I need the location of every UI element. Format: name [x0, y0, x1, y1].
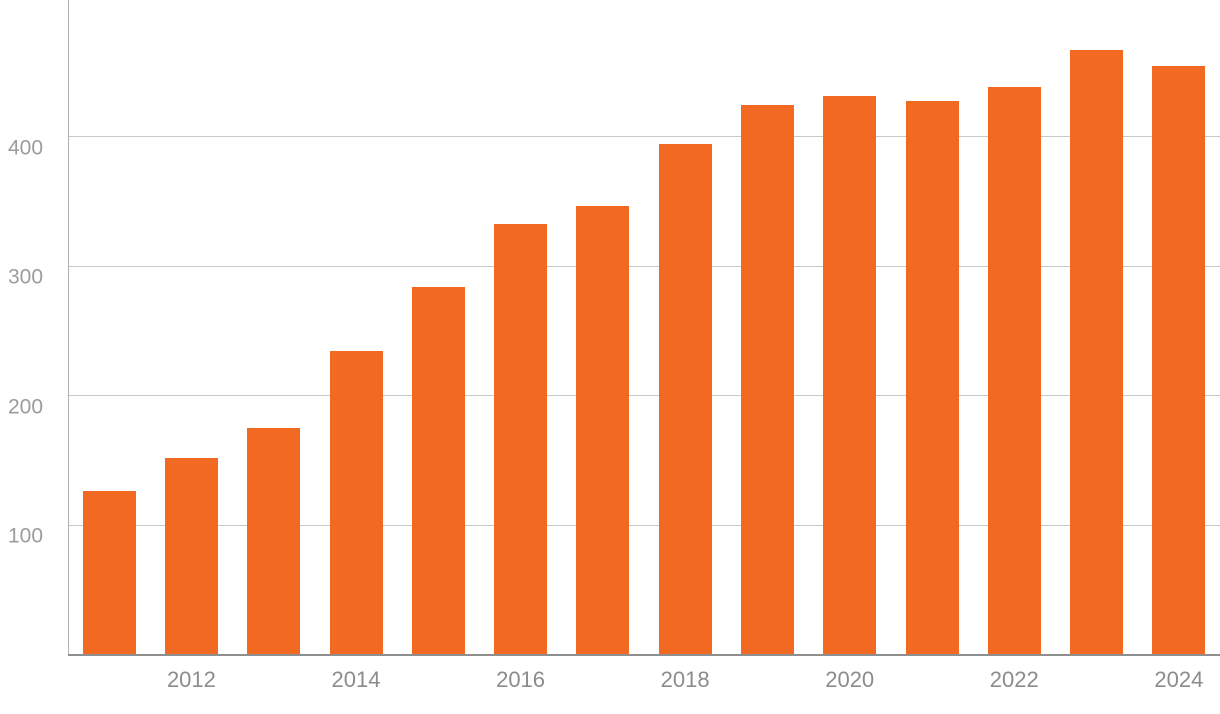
- x-tick-label: 2018: [660, 667, 710, 692]
- bar: [987, 86, 1041, 655]
- x-tick-label: 2024: [1154, 667, 1204, 692]
- gridline: [68, 136, 1220, 138]
- bar: [905, 100, 959, 655]
- y-tick-label: 300: [8, 265, 44, 289]
- x-tick-label: 2016: [496, 667, 546, 692]
- bar: [823, 95, 877, 655]
- bar: [576, 205, 630, 655]
- bar: [411, 287, 465, 655]
- bar: [494, 223, 548, 655]
- bar: [658, 143, 712, 655]
- bar: [329, 350, 383, 655]
- x-tick-label: 2012: [166, 667, 216, 692]
- x-tick-label: 2014: [331, 667, 381, 692]
- bar: [164, 458, 218, 655]
- bar: [82, 490, 136, 655]
- x-tick-label: 2020: [825, 667, 875, 692]
- x-axis-baseline: [68, 654, 1220, 656]
- gridline: [68, 524, 1220, 526]
- gridline: [68, 395, 1220, 397]
- y-tick-label: 100: [8, 524, 44, 548]
- bar: [247, 428, 301, 655]
- y-axis-line: [68, 0, 69, 655]
- y-tick-label: 400: [8, 136, 44, 160]
- bar: [1152, 66, 1206, 655]
- x-tick-label: 2022: [989, 667, 1039, 692]
- bar: [1070, 50, 1124, 655]
- gridline: [68, 265, 1220, 267]
- y-tick-label: 200: [8, 395, 44, 419]
- bar: [740, 104, 794, 655]
